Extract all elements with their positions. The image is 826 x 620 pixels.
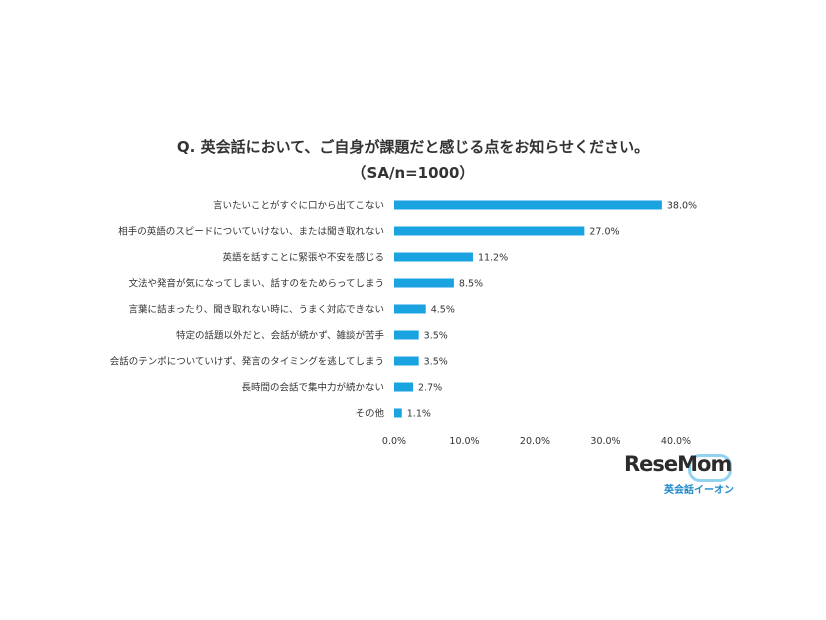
- bar: [394, 304, 426, 314]
- bar: [394, 278, 454, 288]
- data-label: 4.5%: [431, 305, 455, 316]
- x-axis-ticks: 0.0% 10.0% 20.0% 30.0% 40.0%: [382, 436, 691, 447]
- category-labels: 言いたいことがすぐに口から出てこない相手の英語のスピードについていけない、または…: [110, 200, 385, 420]
- data-label: 1.1%: [407, 409, 431, 420]
- bar: [394, 200, 662, 210]
- category-label: 長時間の会話で集中力が続かない: [241, 382, 384, 394]
- bar: [394, 356, 419, 366]
- bar: [394, 330, 419, 340]
- category-label: 文法や発音が気になってしまい、話すのをためらってしまう: [128, 278, 384, 290]
- x-tick-label: 10.0%: [449, 436, 479, 447]
- watermark-logo: ReseMom 英会話イーオン: [624, 452, 734, 496]
- bar: [394, 252, 473, 262]
- data-labels: 38.0% 27.0% 11.2% 8.5% 4.5% 3.5% 3.5% 2.7% 1.1%: [407, 201, 697, 420]
- bars-layer: [394, 200, 662, 418]
- data-label: 2.7%: [418, 383, 442, 394]
- data-label: 38.0%: [667, 201, 697, 212]
- logo-subtext: 英会話イーオン: [664, 485, 734, 496]
- logo-ring-icon: [688, 454, 732, 482]
- category-label: 英語を話すことに緊張や不安を感じる: [222, 252, 384, 264]
- logo-text: ReseMom: [624, 452, 732, 476]
- category-label: 言葉に詰まったり、聞き取れない時に、うまく対応できない: [129, 304, 384, 316]
- x-tick-label: 30.0%: [590, 436, 620, 447]
- bar: [394, 408, 402, 418]
- data-label: 11.2%: [478, 253, 508, 264]
- category-label: 会話のテンポについていけず、発言のタイミングを逃してしまう: [110, 356, 384, 368]
- bar: [394, 382, 414, 392]
- x-tick-label: 0.0%: [382, 436, 406, 447]
- data-label: 27.0%: [589, 227, 619, 238]
- x-tick-label: 40.0%: [661, 436, 691, 447]
- category-label: その他: [355, 408, 384, 420]
- bar: [394, 226, 585, 236]
- category-label: 特定の話題以外だと、会話が続かず、雑談が苦手: [176, 330, 384, 342]
- data-label: 3.5%: [424, 357, 448, 368]
- category-label: 相手の英語のスピードについていけない、または聞き取れない: [118, 226, 384, 238]
- data-label: 8.5%: [459, 279, 483, 290]
- chart-subtitle: （SA/n=1000）: [351, 164, 475, 182]
- data-label: 3.5%: [424, 331, 448, 342]
- x-tick-label: 20.0%: [520, 436, 550, 447]
- category-label: 言いたいことがすぐに口から出てこない: [213, 200, 384, 212]
- chart-title: Q. 英会話において、ご自身が課題だと感じる点をお知らせください。: [176, 138, 650, 156]
